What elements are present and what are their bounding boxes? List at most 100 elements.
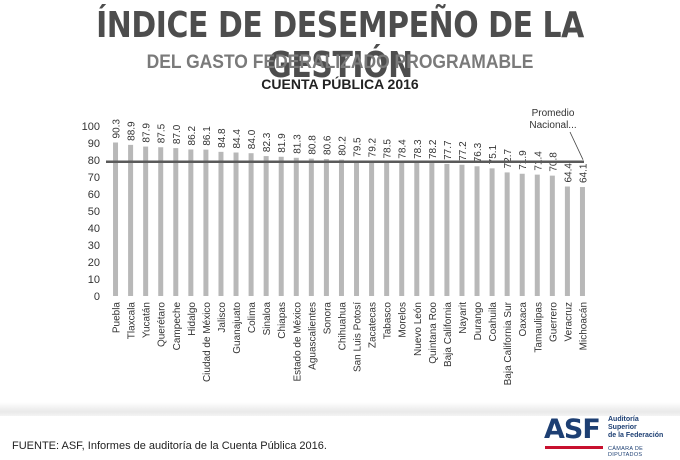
chart-subtitle: DEL GASTO FEDERALIZADO PROGRAMABLE xyxy=(146,52,534,73)
bar xyxy=(143,146,149,296)
value-label: 84.4 xyxy=(232,129,243,149)
bar xyxy=(233,152,239,296)
y-tick-label: 70 xyxy=(88,172,100,184)
category-label: Baja California Sur xyxy=(503,301,514,385)
category-label: Nayarit xyxy=(458,302,469,334)
category-label: Veracruz xyxy=(563,302,574,341)
bar xyxy=(113,142,119,296)
value-label: 78.5 xyxy=(383,139,394,159)
bar xyxy=(158,147,164,296)
category-label: Estado de México xyxy=(292,302,303,382)
category-label: Ciudad de México xyxy=(202,302,213,382)
category-label: Nuevo León xyxy=(413,302,424,356)
value-label: 84.8 xyxy=(217,128,228,148)
footer-band xyxy=(0,402,680,416)
category-label: San Luis Potosí xyxy=(353,302,364,372)
value-label: 88.9 xyxy=(127,121,138,141)
category-label: Coahuila xyxy=(488,302,499,342)
value-label: 87.5 xyxy=(157,123,168,143)
y-tick-label: 80 xyxy=(88,155,100,167)
bar xyxy=(248,153,254,296)
bar xyxy=(519,173,525,296)
asf-logo-line1: Auditoría xyxy=(608,416,639,423)
bar xyxy=(338,159,344,296)
category-label: Oaxaca xyxy=(518,302,529,337)
bar xyxy=(308,158,314,296)
value-label: 86.1 xyxy=(202,126,213,146)
bar xyxy=(534,174,540,296)
y-tick-label: 10 xyxy=(88,274,100,286)
value-label: 80.6 xyxy=(322,135,333,155)
category-label: Yucatán xyxy=(142,302,153,338)
source-note: FUENTE: ASF, Informes de auditoría de la… xyxy=(12,440,327,452)
category-label: Chiapas xyxy=(277,302,288,339)
value-label: 77.2 xyxy=(458,141,469,161)
value-label: 64.4 xyxy=(563,163,574,183)
asf-logo-line3: de la Federación xyxy=(608,432,664,439)
value-label: 80.8 xyxy=(307,135,318,155)
bar xyxy=(278,156,284,296)
bar xyxy=(384,162,390,296)
category-label: Puebla xyxy=(112,302,123,334)
bar xyxy=(188,149,194,296)
bar xyxy=(504,172,510,296)
value-label: 79.5 xyxy=(353,137,364,157)
category-label: Tabasco xyxy=(383,302,394,340)
bar xyxy=(444,163,450,296)
value-label: 84.0 xyxy=(247,129,258,149)
bar xyxy=(128,144,134,296)
value-label: 79.2 xyxy=(368,137,379,157)
value-label: 76.3 xyxy=(473,142,484,162)
category-label: Hidalgo xyxy=(187,302,198,336)
value-label: 71.9 xyxy=(518,150,529,170)
value-label: 82.3 xyxy=(262,132,273,152)
bar xyxy=(474,166,480,296)
bar xyxy=(354,160,360,296)
bar xyxy=(459,164,465,296)
category-label: Tlaxcala xyxy=(127,302,138,340)
bar xyxy=(293,157,299,296)
y-tick-label: 50 xyxy=(88,206,100,218)
y-tick-label: 0 xyxy=(94,291,100,303)
asf-logo-line2: Superior xyxy=(608,424,637,431)
value-label: 64.1 xyxy=(578,163,589,183)
bar xyxy=(429,163,435,296)
asf-logo-word: ASF xyxy=(544,414,601,445)
y-tick-label: 20 xyxy=(88,257,100,269)
value-label: 87.9 xyxy=(142,123,153,143)
bar xyxy=(564,186,570,296)
bar xyxy=(173,148,179,296)
bar xyxy=(323,158,329,296)
value-label: 81.3 xyxy=(292,134,303,154)
category-label: Aguascalientes xyxy=(307,302,318,370)
y-tick-label: 30 xyxy=(88,240,100,252)
y-tick-label: 40 xyxy=(88,223,100,235)
y-tick-label: 100 xyxy=(82,121,100,133)
bar xyxy=(579,187,585,296)
bar xyxy=(489,168,495,296)
category-label: Morelos xyxy=(398,302,409,338)
value-label: 81.9 xyxy=(277,133,288,153)
category-label: Jalisco xyxy=(217,302,228,333)
bar xyxy=(263,156,269,296)
value-label: 78.2 xyxy=(428,139,439,159)
value-label: 86.2 xyxy=(187,126,198,146)
asf-logo-text: Auditoría Superior de la Federación xyxy=(608,416,663,440)
chart-title: ÍNDICE DE DESEMPEÑO DE LA GESTIÓN xyxy=(96,5,584,86)
bar xyxy=(369,161,375,296)
bar xyxy=(399,162,405,296)
category-label: Zacatecas xyxy=(368,302,379,348)
category-label: Michoacán xyxy=(578,302,589,350)
value-label: 75.1 xyxy=(488,144,499,164)
asf-logo-sub: CÁMARA DE DIPUTADOS xyxy=(608,446,644,458)
asf-logo-bar xyxy=(545,446,603,449)
category-label: Colima xyxy=(247,302,258,334)
category-label: Durango xyxy=(473,302,484,341)
value-label: 78.3 xyxy=(413,139,424,159)
category-label: Baja California xyxy=(443,302,454,367)
bar xyxy=(414,162,420,296)
bar xyxy=(218,151,224,296)
category-label: Chihuahua xyxy=(337,302,348,351)
y-tick-label: 60 xyxy=(88,189,100,201)
